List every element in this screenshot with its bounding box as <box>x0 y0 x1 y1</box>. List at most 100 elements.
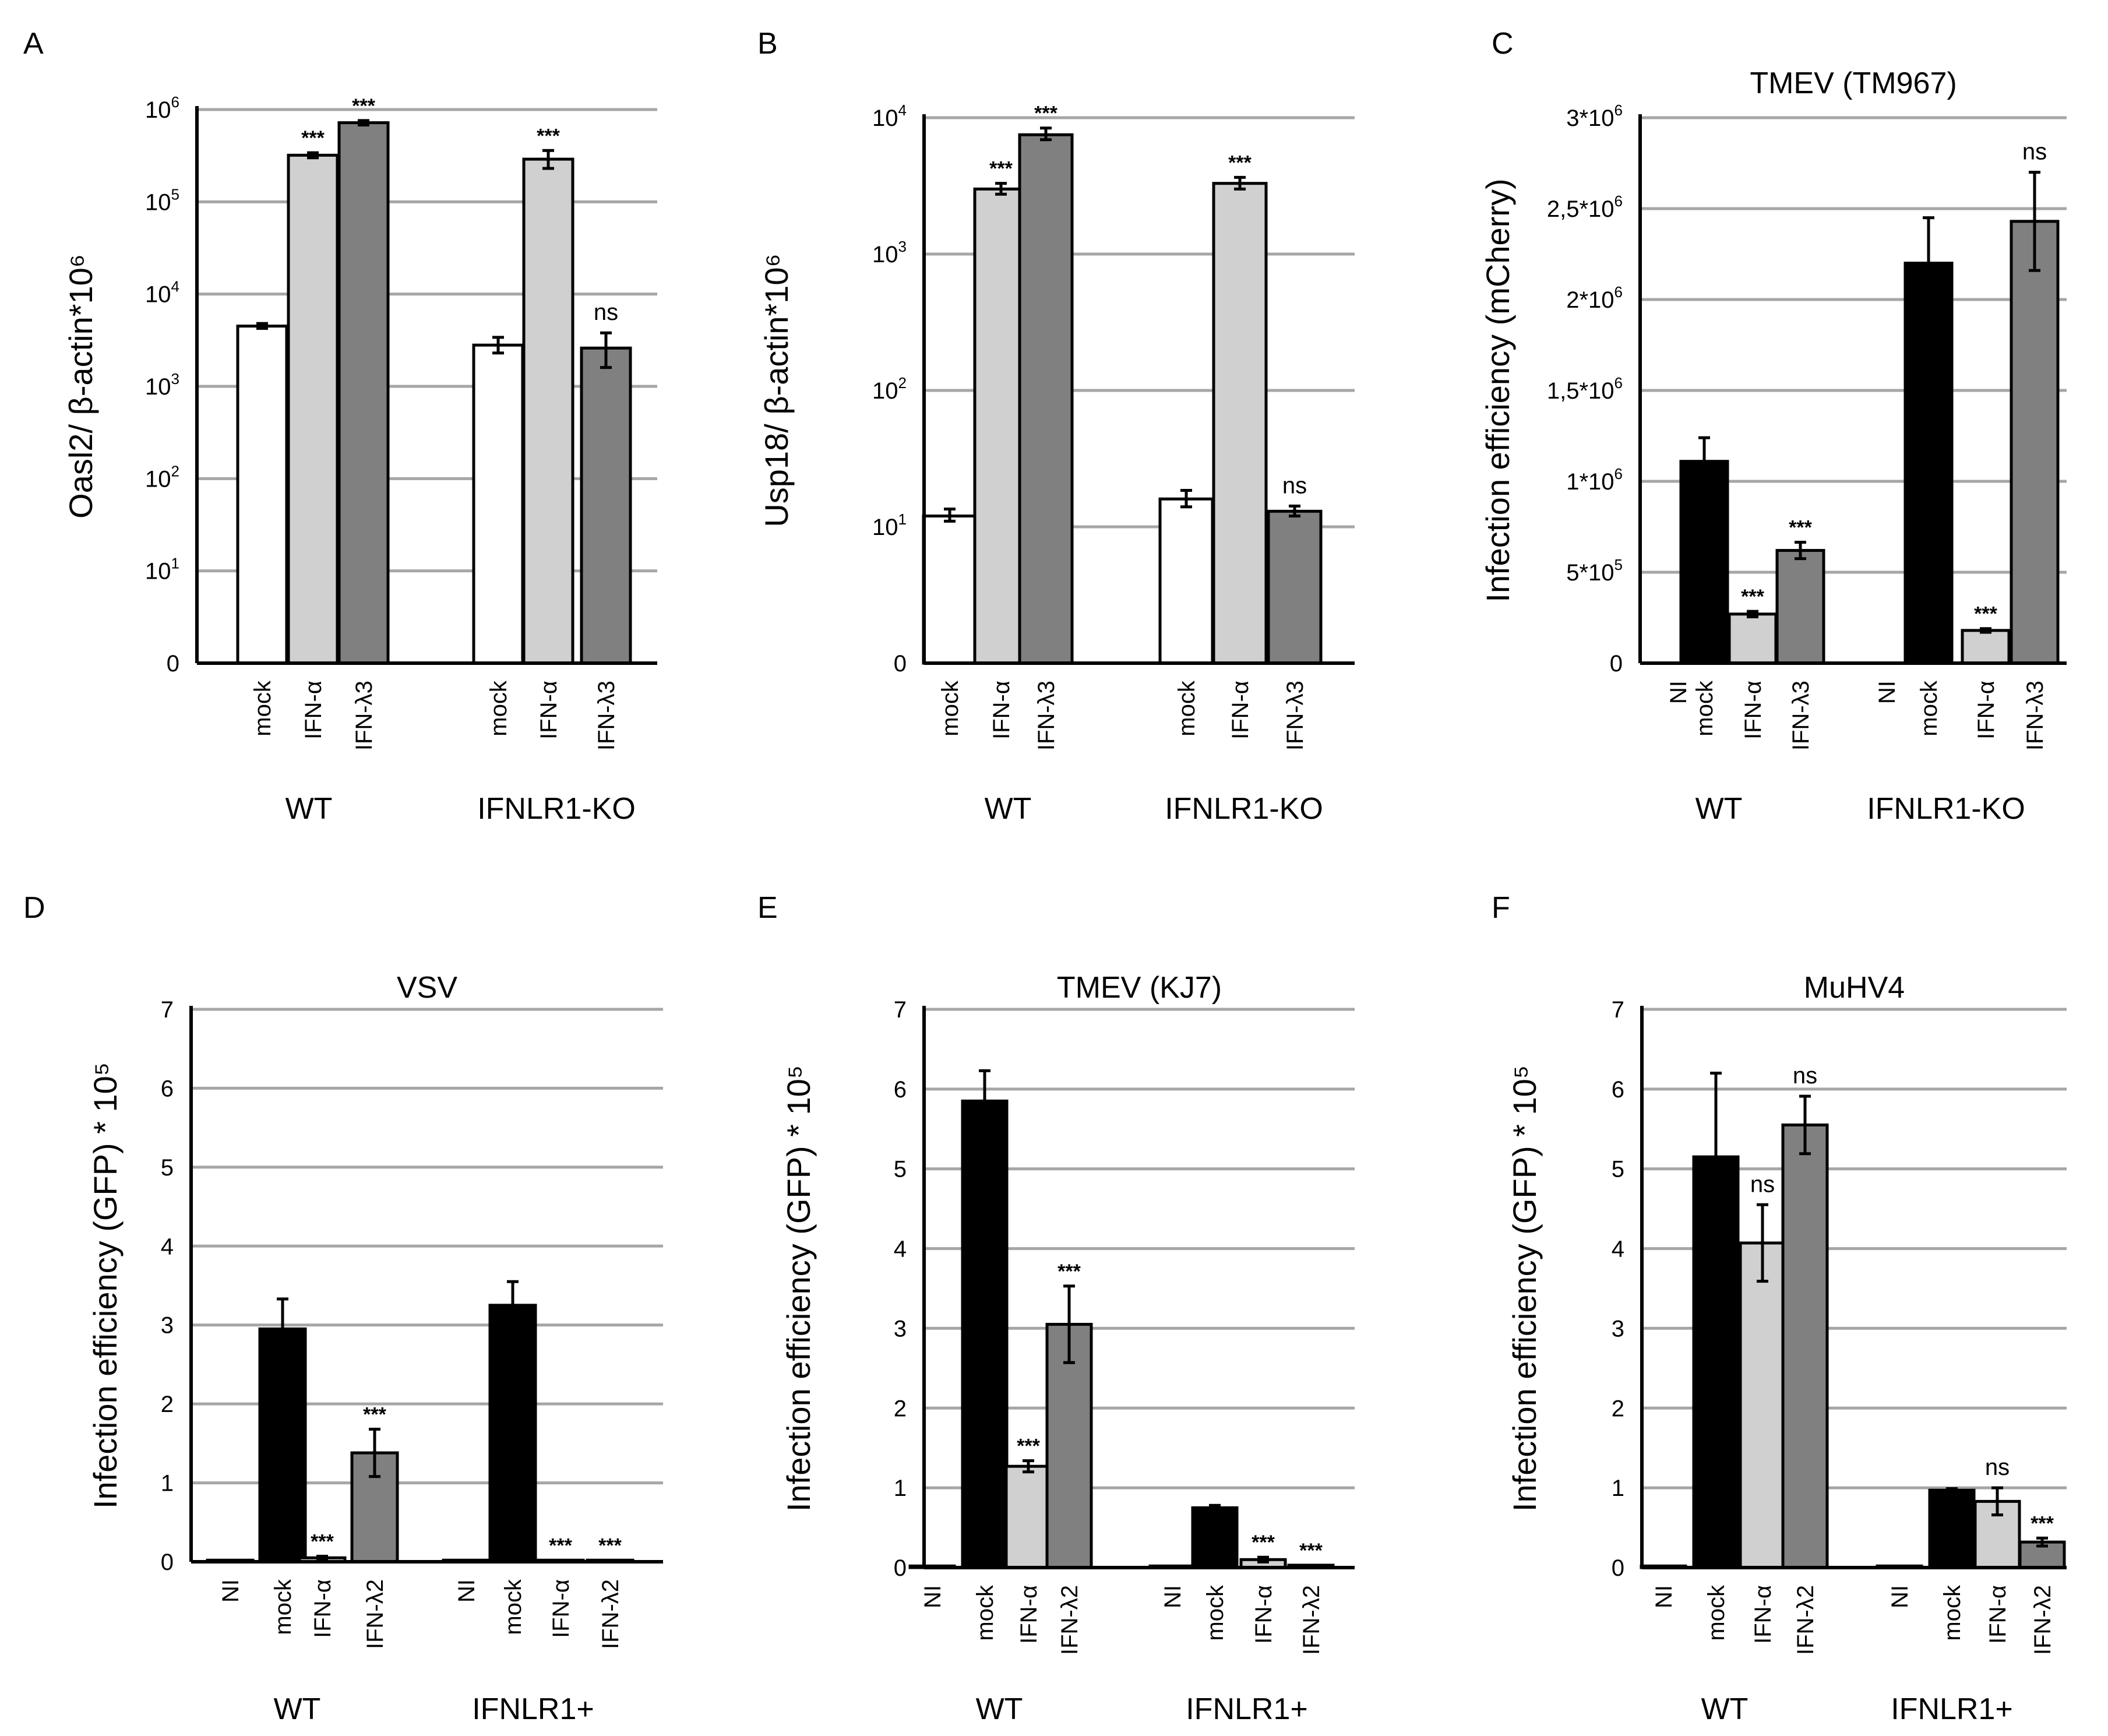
y-tick-label: 102 <box>145 462 179 492</box>
category-label: mock <box>1916 680 1942 737</box>
significance-label: *** <box>1974 603 1997 625</box>
significance-label: ns <box>594 300 618 325</box>
y-tick-label: 101 <box>872 510 907 540</box>
bar <box>522 157 574 665</box>
bar <box>1739 1241 1786 1569</box>
y-tick-label: 6 <box>894 1077 907 1103</box>
group-label: WT <box>274 1692 321 1726</box>
y-tick-label: 1 <box>161 1471 174 1496</box>
category-label: IFN-λ2 <box>1057 1585 1083 1655</box>
category-label: IFN-λ3 <box>351 681 377 751</box>
y-tick-label: 0 <box>894 1555 907 1581</box>
category-label: mock <box>972 1584 998 1641</box>
bar <box>488 1304 537 1564</box>
bar <box>287 153 339 665</box>
significance-label: *** <box>598 1534 622 1557</box>
y-tick-label: 7 <box>894 997 907 1023</box>
y-tick-label: 4 <box>1612 1237 1624 1262</box>
y-tick-label: 4 <box>161 1234 174 1259</box>
group-label: IFNLR1+ <box>472 1692 594 1726</box>
bar <box>1775 549 1825 665</box>
category-label: mock <box>1203 1584 1228 1641</box>
bar <box>1158 497 1214 665</box>
bar <box>1679 460 1729 665</box>
y-tick-label: 5 <box>1612 1157 1624 1182</box>
y-tick-label: 5*105 <box>1566 556 1623 586</box>
y-tick-label: 3 <box>161 1313 174 1339</box>
significance-label: ns <box>1282 473 1307 498</box>
y-tick-label: 1 <box>1612 1476 1624 1501</box>
category-label: NI <box>1651 1585 1677 1608</box>
panel-letter: E <box>757 891 778 925</box>
category-label: IFN-λ2 <box>362 1579 388 1649</box>
y-tick-label: 2 <box>894 1396 907 1421</box>
category-label: IFN-α <box>989 681 1014 740</box>
bar <box>580 346 632 665</box>
y-tick-label: 103 <box>145 370 179 400</box>
significance-label: *** <box>1252 1531 1275 1554</box>
category-label: IFN-α <box>1750 1585 1776 1644</box>
group-label: WT <box>976 1692 1023 1726</box>
category-label: IFN-λ3 <box>1034 681 1059 751</box>
y-axis-label: Usp18/ β-actin*10⁶ <box>758 253 795 527</box>
significance-label: ns <box>2022 139 2047 165</box>
panel-d: 0 1 2 3 4 5 6 7 Infection efficiency (GFP) * 10⁵… <box>23 891 663 1726</box>
significance-label: *** <box>549 1534 572 1557</box>
group-label: WT <box>285 792 333 826</box>
bar <box>1928 1488 1976 1569</box>
category-label: mock <box>250 680 276 737</box>
y-tick-label: 104 <box>145 278 179 308</box>
y-tick-label: 104 <box>872 101 907 131</box>
y-tick-label: 5 <box>894 1157 907 1182</box>
category-label: IFN-λ3 <box>594 681 619 751</box>
panel-letter: F <box>1492 891 1510 925</box>
y-tick-label: 2 <box>161 1392 174 1417</box>
category-label: mock <box>500 1579 526 1635</box>
y-tick-label: 0 <box>161 1550 174 1575</box>
significance-label: ns <box>1793 1063 1817 1089</box>
significance-label: *** <box>989 158 1013 180</box>
y-tick-label: 101 <box>145 555 179 584</box>
category-label: IFN-α <box>1016 1585 1042 1644</box>
y-tick-label: 3*106 <box>1566 101 1623 131</box>
chart-title: VSV <box>397 971 457 1005</box>
category-label: IFN-λ2 <box>1793 1585 1818 1655</box>
bar <box>1728 612 1778 665</box>
significance-label: *** <box>1741 586 1764 608</box>
y-tick-label: 3 <box>1612 1316 1624 1341</box>
panel-letter: D <box>23 891 45 925</box>
significance-label: *** <box>2031 1512 2054 1534</box>
category-label: NI <box>454 1579 480 1603</box>
panel-e: 0 1 2 3 4 5 6 7 Infection efficiency (GFP) * 10⁵… <box>757 891 1355 1726</box>
panel-f: 0 1 2 3 4 5 6 7 Infection efficiency (GFP) * 10⁵… <box>1492 891 2067 1726</box>
y-tick-label: 1*106 <box>1566 465 1623 495</box>
category-label: IFN-α <box>1740 681 1766 740</box>
chart-title: TMEV (KJ7) <box>1057 971 1222 1005</box>
y-tick-label: 103 <box>872 238 907 267</box>
category-label: mock <box>486 680 512 737</box>
bar <box>1961 629 2011 665</box>
group-label: IFNLR1-KO <box>1165 792 1323 826</box>
y-tick-label: 7 <box>1612 997 1624 1023</box>
y-tick-label: 0 <box>1612 1555 1624 1581</box>
bar <box>961 1099 1009 1569</box>
category-label: IFN-λ2 <box>598 1579 623 1649</box>
bar <box>236 325 288 665</box>
panel-c: 0 5*105 1*106 1,5*106 2*106 2,5*106 3*106 Infec… <box>1479 27 2067 826</box>
group-label: WT <box>985 792 1032 826</box>
significance-label: ns <box>1750 1171 1775 1197</box>
group-label: IFNLR1-KO <box>1867 792 2025 826</box>
y-axis-label: Infection efficiency (mCherry) <box>1479 178 1516 602</box>
chart-title: MuHV4 <box>1804 971 1905 1005</box>
bar <box>337 121 390 665</box>
bar <box>2010 220 2060 665</box>
panel-letter: A <box>23 27 44 61</box>
category-label: IFN-α <box>301 681 326 740</box>
category-label: NI <box>1887 1585 1913 1608</box>
y-tick-label: 6 <box>1612 1077 1624 1103</box>
bar <box>922 514 978 665</box>
significance-label: *** <box>1789 517 1812 539</box>
significance-label: *** <box>1034 103 1057 125</box>
y-tick-label: 7 <box>161 997 174 1023</box>
